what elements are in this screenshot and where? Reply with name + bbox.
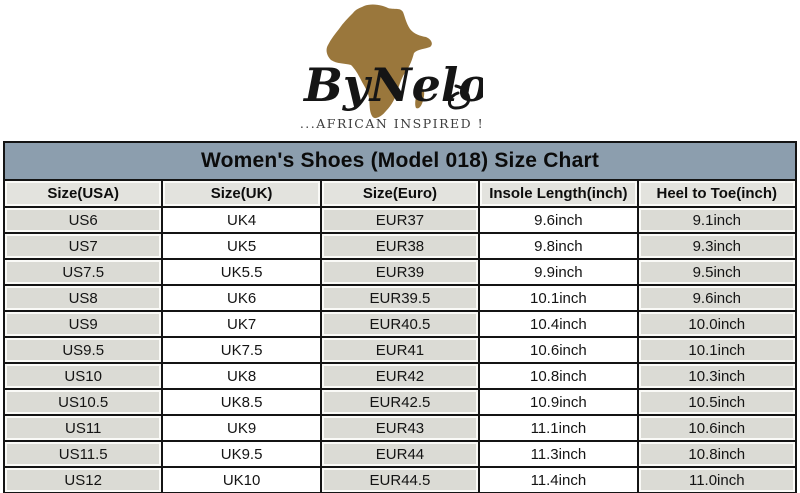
size-cell: 9.3inch bbox=[636, 232, 798, 260]
table-title: Women's Shoes (Model 018) Size Chart bbox=[3, 141, 797, 181]
size-cell: US11 bbox=[2, 414, 164, 442]
table-row: US7.5 UK5.5 EUR39 9.9inch 9.5inch bbox=[2, 258, 798, 286]
table-row: US12 UK10 EUR44.5 11.4inch 11.0inch bbox=[2, 466, 798, 493]
size-cell: UK9.5 bbox=[161, 440, 322, 468]
size-cell: US7 bbox=[2, 232, 164, 260]
size-cell: 11.0inch bbox=[636, 466, 798, 493]
size-cell: EUR42.5 bbox=[319, 388, 481, 416]
size-cell: 9.1inch bbox=[636, 206, 798, 234]
size-cell: 10.4inch bbox=[478, 310, 639, 338]
size-cell: UK8.5 bbox=[161, 388, 322, 416]
table-header-row: Size(USA) Size(UK) Size(Euro) Insole Length… bbox=[2, 179, 798, 208]
size-cell: UK4 bbox=[161, 206, 322, 234]
script-flourish bbox=[448, 84, 471, 110]
size-cell: UK8 bbox=[161, 362, 322, 390]
size-cell: US8 bbox=[2, 284, 164, 312]
size-cell: UK10 bbox=[161, 466, 322, 493]
size-cell: EUR44 bbox=[319, 440, 481, 468]
size-cell: EUR41 bbox=[319, 336, 481, 364]
column-header: Size(Euro) bbox=[319, 179, 481, 208]
table-row: US10 UK8 EUR42 10.8inch 10.3inch bbox=[2, 362, 798, 390]
africa-map-icon: ByNelo bbox=[302, 4, 483, 119]
table-title-row: Women's Shoes (Model 018) Size Chart bbox=[3, 141, 797, 181]
size-cell: 10.1inch bbox=[478, 284, 639, 312]
column-header: Insole Length(inch) bbox=[478, 179, 639, 208]
size-cell: EUR38 bbox=[319, 232, 481, 260]
column-header: Heel to Toe(inch) bbox=[636, 179, 798, 208]
size-cell: 10.1inch bbox=[636, 336, 798, 364]
size-cell: US12 bbox=[2, 466, 164, 493]
brand-logo: ByNelo ...AFRICAN INSPIRED ! bbox=[0, 0, 800, 141]
table-row: US8 UK6 EUR39.5 10.1inch 9.6inch bbox=[2, 284, 798, 312]
size-cell: UK6 bbox=[161, 284, 322, 312]
size-cell: 9.9inch bbox=[478, 258, 639, 286]
size-cell: UK7.5 bbox=[161, 336, 322, 364]
size-cell: US9.5 bbox=[2, 336, 164, 364]
size-cell: US7.5 bbox=[2, 258, 164, 286]
size-cell: 9.6inch bbox=[478, 206, 639, 234]
size-cell: UK7 bbox=[161, 310, 322, 338]
size-cell: 10.3inch bbox=[636, 362, 798, 390]
africa-map-shape bbox=[326, 4, 432, 119]
size-cell: US9 bbox=[2, 310, 164, 338]
size-cell: EUR44.5 bbox=[319, 466, 481, 493]
size-cell: 11.4inch bbox=[478, 466, 639, 493]
size-cell: 11.3inch bbox=[478, 440, 639, 468]
size-cell: EUR40.5 bbox=[319, 310, 481, 338]
table-row: US6 UK4 EUR37 9.6inch 9.1inch bbox=[2, 206, 798, 234]
size-cell: 10.5inch bbox=[636, 388, 798, 416]
size-chart-table: Women's Shoes (Model 018) Size Chart Siz… bbox=[2, 141, 798, 493]
size-cell: EUR43 bbox=[319, 414, 481, 442]
table-row: US7 UK5 EUR38 9.8inch 9.3inch bbox=[2, 232, 798, 260]
table-row: US11.5 UK9.5 EUR44 11.3inch 10.8inch bbox=[2, 440, 798, 468]
size-cell: 9.6inch bbox=[636, 284, 798, 312]
size-cell: 10.8inch bbox=[636, 440, 798, 468]
size-cell: UK5 bbox=[161, 232, 322, 260]
table-row: US10.5 UK8.5 EUR42.5 10.9inch 10.5inch bbox=[2, 388, 798, 416]
size-cell: US10.5 bbox=[2, 388, 164, 416]
column-header: Size(UK) bbox=[161, 179, 322, 208]
size-cell: 10.0inch bbox=[636, 310, 798, 338]
size-cell: EUR39 bbox=[319, 258, 481, 286]
size-cell: UK9 bbox=[161, 414, 322, 442]
table-row: US9 UK7 EUR40.5 10.4inch 10.0inch bbox=[2, 310, 798, 338]
size-cell: 10.6inch bbox=[636, 414, 798, 442]
madagascar-shape bbox=[415, 88, 425, 109]
brand-name-text: ByNelo bbox=[302, 58, 483, 112]
size-cell: 10.6inch bbox=[478, 336, 639, 364]
table-row: US11 UK9 EUR43 11.1inch 10.6inch bbox=[2, 414, 798, 442]
size-cell: US11.5 bbox=[2, 440, 164, 468]
size-cell: 10.8inch bbox=[478, 362, 639, 390]
size-cell: 9.8inch bbox=[478, 232, 639, 260]
size-cell: EUR42 bbox=[319, 362, 481, 390]
size-cell: US6 bbox=[2, 206, 164, 234]
brand-tagline: ...AFRICAN INSPIRED ! bbox=[299, 116, 485, 131]
size-cell: 9.5inch bbox=[636, 258, 798, 286]
size-cell: 11.1inch bbox=[478, 414, 639, 442]
size-cell: EUR37 bbox=[319, 206, 481, 234]
table-row: US9.5 UK7.5 EUR41 10.6inch 10.1inch bbox=[2, 336, 798, 364]
size-cell: UK5.5 bbox=[161, 258, 322, 286]
column-header: Size(USA) bbox=[2, 179, 164, 208]
size-cell: EUR39.5 bbox=[319, 284, 481, 312]
size-cell: 10.9inch bbox=[478, 388, 639, 416]
size-cell: US10 bbox=[2, 362, 164, 390]
